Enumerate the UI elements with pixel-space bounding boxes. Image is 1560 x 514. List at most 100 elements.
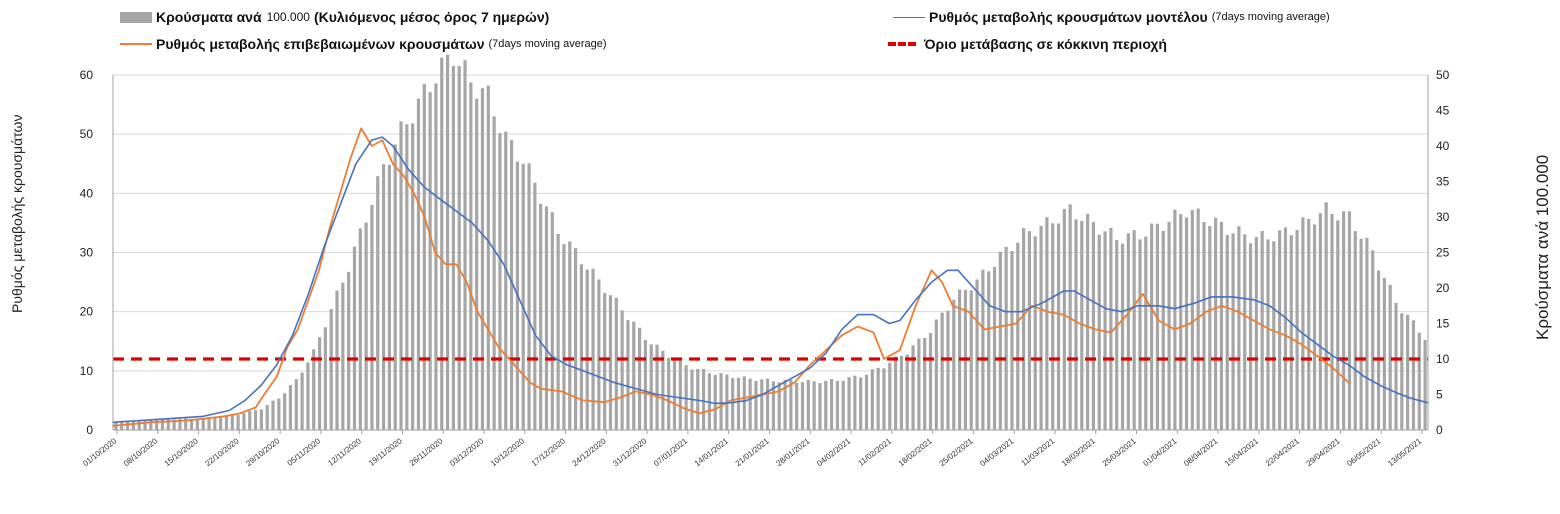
bar (265, 404, 269, 430)
bar (998, 251, 1002, 430)
bar (946, 310, 950, 430)
legend-bar-swatch (120, 11, 152, 23)
legend-confirmed-label: Ρυθμός μεταβολής επιβεβαιωμένων κρουσμάτ… (156, 36, 485, 52)
bar (184, 418, 188, 430)
bar (923, 337, 927, 430)
bar (1120, 243, 1125, 430)
bar (585, 269, 589, 430)
y-tick-left: 50 (80, 127, 94, 141)
legend-confirmed-swatch (120, 43, 152, 45)
bar (783, 379, 787, 430)
bar (219, 416, 223, 430)
bar (288, 385, 293, 430)
legend-bars: Κρούσματα ανά 100.000 (Κυλιόμενος μέσος … (120, 9, 549, 25)
bar (661, 350, 665, 430)
bar (981, 269, 985, 430)
x-tick-label: 19/11/2020 (367, 436, 404, 468)
legend-model-swatch (893, 16, 925, 18)
bar (847, 377, 851, 430)
bar (1231, 233, 1235, 430)
x-tick-label: 17/12/2020 (530, 436, 568, 468)
bar (155, 419, 159, 430)
bar (1068, 204, 1072, 430)
bar (1016, 242, 1020, 430)
bar (1260, 231, 1264, 430)
x-tick-label: 12/11/2020 (326, 436, 363, 468)
bar (1307, 218, 1311, 430)
bar (445, 54, 450, 430)
bar (1219, 221, 1224, 430)
bar (1376, 270, 1381, 430)
bar (230, 414, 234, 430)
y-tick-left: 20 (80, 305, 94, 319)
bar (1184, 217, 1189, 430)
bar (812, 381, 816, 430)
bar (457, 66, 461, 430)
bar (1266, 239, 1270, 430)
bar (283, 393, 287, 430)
bar (312, 349, 316, 430)
bar (1382, 277, 1386, 430)
y-tick-right: 30 (1436, 210, 1450, 224)
x-tick-label: 15/04/2021 (1223, 436, 1261, 468)
bar (806, 379, 810, 430)
bar (323, 327, 327, 430)
x-tick-label: 03/12/2020 (448, 436, 486, 468)
x-tick-label: 25/03/2021 (1101, 436, 1139, 468)
bar (463, 60, 467, 430)
bar (603, 292, 607, 430)
bar (1086, 213, 1090, 430)
bar (876, 367, 880, 430)
bar (411, 123, 415, 430)
bar (719, 373, 723, 430)
bar (1045, 217, 1049, 430)
bar (1353, 231, 1357, 430)
bar (277, 398, 281, 430)
bar (521, 163, 525, 431)
bar (317, 337, 322, 430)
bar (1295, 230, 1299, 430)
bar (469, 82, 473, 430)
x-tick-label: 06/05/2021 (1345, 436, 1383, 468)
bar (678, 360, 682, 430)
bar (347, 271, 351, 430)
bar (655, 344, 659, 430)
y-tick-left: 0 (86, 423, 93, 437)
bar (1278, 230, 1282, 430)
bar (1051, 223, 1055, 430)
legend-bars-num: 100.000 (266, 10, 310, 24)
line-series (112, 127, 1429, 427)
bar (1161, 230, 1165, 430)
legend-model-label: Ρυθμός μεταβολής κρουσμάτων μοντέλου (929, 9, 1208, 25)
bar (917, 338, 921, 430)
legend-confirmed-sub: (7days moving average) (488, 38, 607, 50)
bar (160, 418, 165, 430)
bar (486, 85, 490, 430)
bar (940, 312, 944, 430)
bar (329, 309, 333, 430)
bar (1417, 332, 1421, 430)
bar (1080, 220, 1084, 430)
x-tick-label: 29/10/2020 (244, 436, 282, 468)
bar (614, 297, 618, 430)
bar (358, 228, 362, 430)
bar (294, 379, 298, 430)
bar (893, 356, 898, 430)
bar (899, 355, 904, 430)
bar (1254, 237, 1258, 430)
bar (771, 381, 776, 430)
bar (975, 279, 979, 430)
bar (550, 212, 554, 430)
bar (422, 83, 426, 430)
bar (905, 354, 909, 430)
x-tick-label: 11/03/2021 (1020, 436, 1057, 468)
bar (1243, 234, 1247, 430)
bar (1126, 233, 1130, 430)
bar (166, 418, 170, 430)
bar (1406, 314, 1410, 430)
bar (731, 378, 735, 430)
bar (1150, 223, 1154, 430)
bar (1336, 220, 1340, 430)
y-tick-right: 50 (1436, 68, 1450, 82)
